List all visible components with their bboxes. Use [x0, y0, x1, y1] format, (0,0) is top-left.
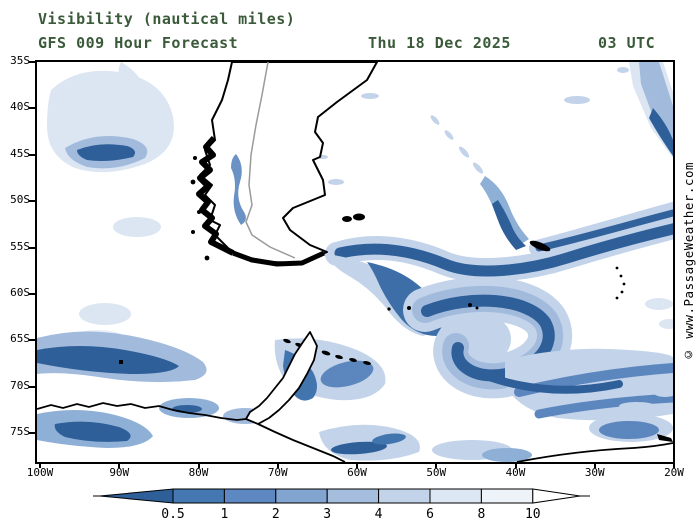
- colorbar-segment: [223, 488, 277, 504]
- lon-tick: [514, 464, 517, 468]
- model-forecast-label: GFS 009 Hour Forecast: [38, 34, 239, 52]
- lon-tick: [593, 464, 596, 468]
- fog-layer: [37, 62, 673, 462]
- lon-label-60W: 60W: [347, 466, 367, 479]
- antarctic-coast-weddell: [257, 423, 346, 462]
- fjords-chile: [196, 136, 235, 256]
- lat-label-55S: 55S: [10, 239, 30, 253]
- colorbar-tick-label-3: 3: [323, 507, 331, 522]
- colorbar-segment: [378, 488, 431, 504]
- lat-tick: [29, 246, 35, 249]
- lat-tick: [29, 293, 35, 295]
- colorbar-segment: [326, 488, 380, 504]
- colorbar-segment: [172, 488, 225, 504]
- map-frame: [35, 60, 675, 464]
- colorbar: 0.5 1 2 3 4 6 8 10: [93, 486, 593, 526]
- antarctic-coast-east: [516, 442, 673, 462]
- lon-tick: [197, 464, 200, 468]
- south-georgia-island: [529, 240, 551, 252]
- lon-label-80W: 80W: [188, 466, 209, 479]
- page-title: Visibility (nautical miles): [38, 10, 296, 28]
- colorbar-segment: [275, 488, 328, 504]
- land-layer: [37, 62, 673, 462]
- lat-label-45S: 45S: [10, 146, 30, 160]
- coastline-south-america: [199, 62, 378, 264]
- colorbar-tick-label-8: 8: [477, 507, 485, 522]
- colorbar-tick-label-1: 1: [220, 507, 228, 522]
- lon-tick: [435, 464, 438, 468]
- colorbar-tick-label-4: 4: [375, 507, 383, 522]
- colorbar-tick-label-10: 10: [525, 507, 541, 522]
- lon-label-40W: 40W: [505, 466, 526, 479]
- lat-label-65S: 65S: [10, 332, 30, 346]
- lat-label-35S: 35S: [10, 54, 30, 67]
- colorbar-tick-label-0.5: 0.5: [161, 507, 184, 522]
- colorbar-tick-label-6: 6: [426, 507, 434, 522]
- colorbar-arrow-low: [99, 488, 174, 504]
- lon-tick: [673, 464, 675, 468]
- lon-label-20W: 20W: [664, 466, 684, 479]
- south-sandwich-islands: [615, 266, 626, 300]
- lat-label-75S: 75S: [10, 425, 30, 439]
- lat-tick: [29, 200, 35, 203]
- lat-label-70S: 70S: [10, 378, 30, 392]
- colorbar-svg: 0.5 1 2 3 4 6 8 10: [93, 488, 590, 522]
- lon-tick: [39, 464, 41, 468]
- lat-tick: [29, 107, 35, 110]
- lon-label-90W: 90W: [109, 466, 130, 479]
- antarctic-coast-west: [37, 402, 247, 421]
- lon-tick: [356, 464, 358, 468]
- colorbar-arrow-high: [532, 488, 581, 504]
- visibility-map-svg: [37, 62, 673, 462]
- lon-label-100W: 100W: [26, 466, 54, 479]
- watermark: © www.PassageWeather.com: [676, 60, 700, 464]
- lon-tick: [276, 464, 279, 468]
- valid-date: Thu 18 Dec 2025: [368, 34, 511, 52]
- lat-label-60S: 60S: [10, 286, 30, 299]
- colorbar-tick-label-2: 2: [272, 507, 280, 522]
- lat-label-40S: 40S: [10, 100, 30, 114]
- lat-tick: [29, 61, 35, 63]
- valid-time: 03 UTC: [598, 34, 656, 52]
- colorbar-segment: [429, 488, 482, 504]
- lat-tick: [29, 339, 35, 342]
- south-orkney-islands: [387, 303, 479, 311]
- border-chile-argentina: [245, 62, 296, 259]
- falkland-islands: [342, 213, 365, 222]
- lat-tick: [29, 432, 35, 435]
- colorbar-segment: [480, 488, 534, 504]
- watermark-text: © www.PassageWeather.com: [680, 161, 696, 363]
- lon-label-70W: 70W: [267, 466, 288, 479]
- lat-tick: [29, 153, 35, 156]
- lat-tick: [29, 385, 35, 388]
- lon-tick: [118, 464, 121, 468]
- lon-label-50W: 50W: [426, 466, 447, 479]
- lat-label-50S: 50S: [10, 193, 30, 207]
- lon-label-30W: 30W: [584, 466, 605, 479]
